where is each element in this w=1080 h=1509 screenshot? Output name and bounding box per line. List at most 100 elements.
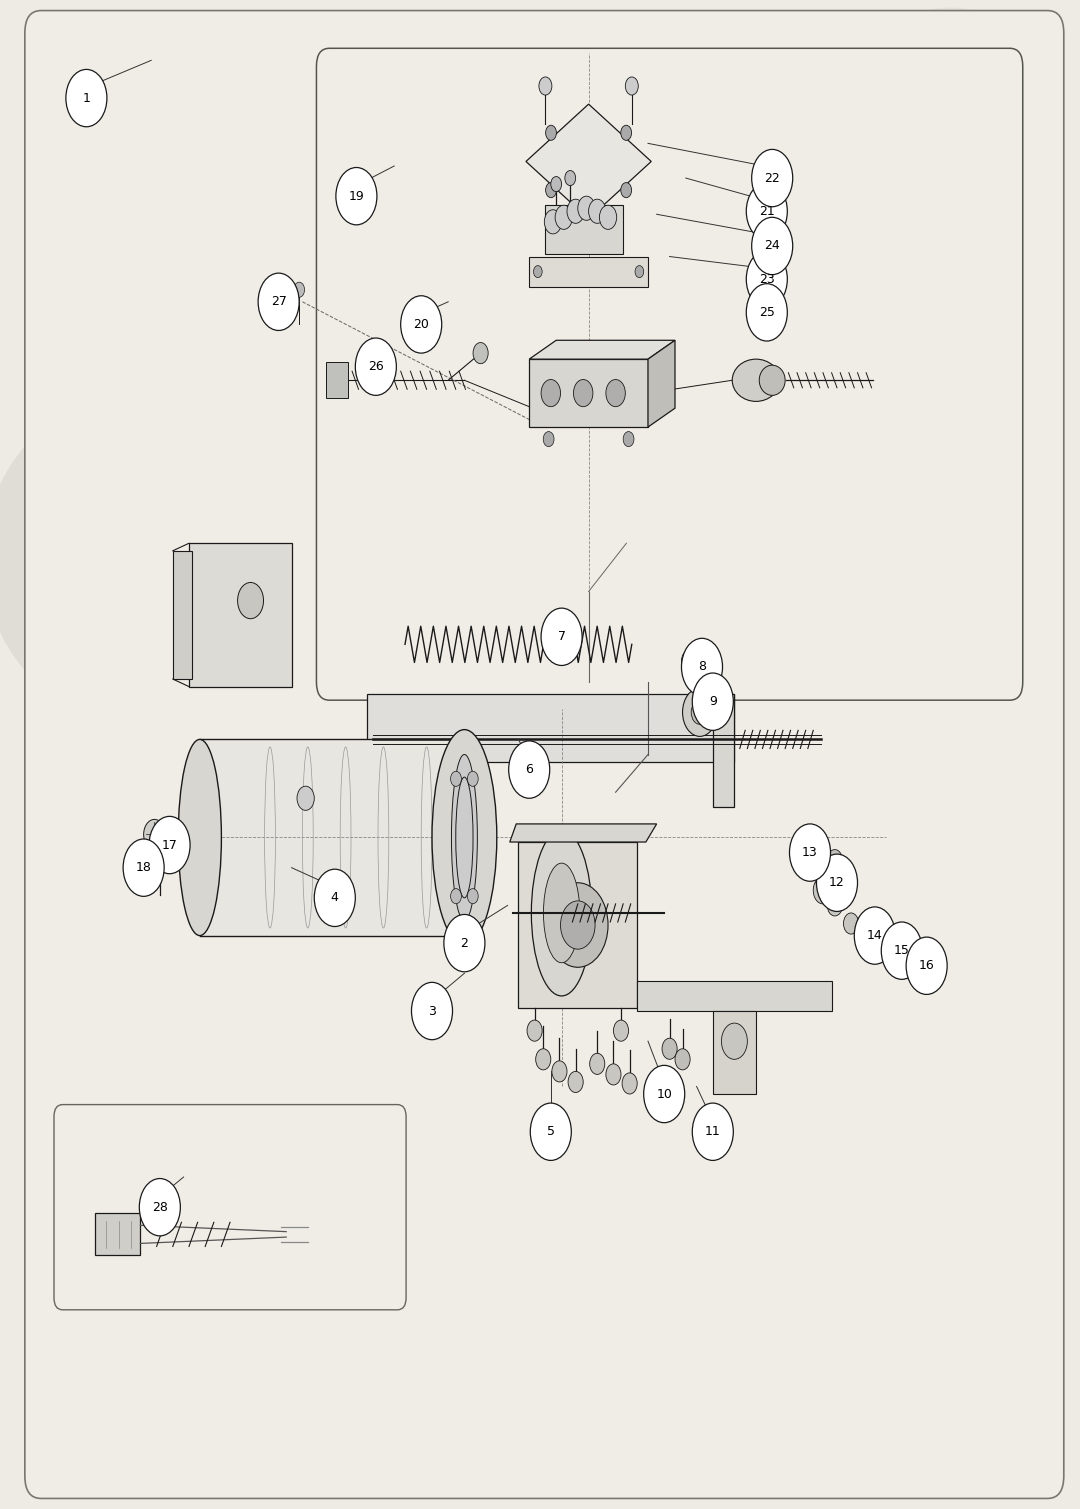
Bar xyxy=(545,205,623,254)
Bar xyxy=(713,1011,756,1094)
Circle shape xyxy=(509,741,550,798)
Ellipse shape xyxy=(759,365,785,395)
Circle shape xyxy=(827,895,842,916)
Circle shape xyxy=(555,205,572,229)
Circle shape xyxy=(854,907,895,964)
FancyBboxPatch shape xyxy=(54,1105,406,1310)
Circle shape xyxy=(567,199,584,223)
Text: 9: 9 xyxy=(708,696,717,708)
Ellipse shape xyxy=(451,754,477,920)
Circle shape xyxy=(541,380,561,406)
Text: 13: 13 xyxy=(802,847,818,859)
Text: 22: 22 xyxy=(765,172,780,184)
Circle shape xyxy=(468,771,478,786)
Bar xyxy=(173,551,192,679)
Circle shape xyxy=(692,1103,733,1160)
Circle shape xyxy=(899,954,916,978)
Circle shape xyxy=(681,650,697,672)
Circle shape xyxy=(691,700,708,724)
Circle shape xyxy=(789,824,831,881)
Circle shape xyxy=(635,266,644,278)
Text: 25: 25 xyxy=(759,306,774,318)
Circle shape xyxy=(297,786,314,810)
FancyBboxPatch shape xyxy=(316,48,1023,700)
Circle shape xyxy=(545,125,556,140)
Circle shape xyxy=(123,839,164,896)
Circle shape xyxy=(149,842,171,872)
Text: 21: 21 xyxy=(759,205,774,217)
Ellipse shape xyxy=(853,1290,1048,1471)
Text: 14: 14 xyxy=(867,930,882,942)
Circle shape xyxy=(468,889,478,904)
Circle shape xyxy=(411,982,453,1040)
Circle shape xyxy=(565,171,576,186)
Text: 24: 24 xyxy=(765,240,780,252)
Circle shape xyxy=(294,282,305,297)
Text: 4: 4 xyxy=(330,892,339,904)
Circle shape xyxy=(450,771,461,786)
Ellipse shape xyxy=(0,400,265,717)
Circle shape xyxy=(599,205,617,229)
Circle shape xyxy=(144,819,165,850)
Circle shape xyxy=(683,688,717,736)
Polygon shape xyxy=(529,341,675,359)
Text: 10: 10 xyxy=(657,1088,672,1100)
Bar xyxy=(529,257,648,287)
Bar xyxy=(200,739,464,936)
Circle shape xyxy=(314,869,355,927)
Circle shape xyxy=(746,183,787,240)
Ellipse shape xyxy=(43,392,216,573)
Circle shape xyxy=(662,1038,677,1059)
Polygon shape xyxy=(326,362,348,398)
Text: 7: 7 xyxy=(557,631,566,643)
Circle shape xyxy=(545,183,556,198)
Circle shape xyxy=(881,922,922,979)
Polygon shape xyxy=(648,341,675,427)
Circle shape xyxy=(573,380,593,406)
Circle shape xyxy=(561,901,595,949)
Text: 16: 16 xyxy=(919,960,934,972)
Text: 15: 15 xyxy=(894,945,909,957)
Ellipse shape xyxy=(32,596,184,777)
Bar xyxy=(95,1213,140,1255)
Circle shape xyxy=(906,937,947,994)
Circle shape xyxy=(827,850,842,871)
Text: 20: 20 xyxy=(414,318,429,330)
Circle shape xyxy=(746,284,787,341)
Circle shape xyxy=(336,167,377,225)
Circle shape xyxy=(746,250,787,308)
Circle shape xyxy=(543,432,554,447)
Circle shape xyxy=(681,638,723,696)
Circle shape xyxy=(258,273,299,330)
Bar xyxy=(713,694,734,807)
Circle shape xyxy=(552,1061,567,1082)
Text: 28: 28 xyxy=(152,1201,167,1213)
Circle shape xyxy=(622,1073,637,1094)
Bar xyxy=(637,981,832,1011)
Bar xyxy=(529,359,648,427)
Text: 6: 6 xyxy=(525,764,534,776)
Circle shape xyxy=(401,296,442,353)
Ellipse shape xyxy=(543,863,580,963)
Circle shape xyxy=(625,77,638,95)
Text: 23: 23 xyxy=(759,273,774,285)
Text: 5: 5 xyxy=(546,1126,555,1138)
Circle shape xyxy=(444,914,485,972)
Text: 11: 11 xyxy=(705,1126,720,1138)
Circle shape xyxy=(139,1179,180,1236)
Circle shape xyxy=(590,1053,605,1074)
Ellipse shape xyxy=(531,830,592,996)
Circle shape xyxy=(279,282,289,297)
Circle shape xyxy=(530,1103,571,1160)
Text: 12: 12 xyxy=(829,877,845,889)
Polygon shape xyxy=(510,824,657,842)
Circle shape xyxy=(544,210,562,234)
Ellipse shape xyxy=(32,506,248,762)
Circle shape xyxy=(692,673,733,730)
Circle shape xyxy=(613,1020,629,1041)
Circle shape xyxy=(813,877,833,904)
Circle shape xyxy=(862,928,877,949)
Polygon shape xyxy=(526,104,651,219)
Circle shape xyxy=(721,1023,747,1059)
Circle shape xyxy=(816,854,858,911)
